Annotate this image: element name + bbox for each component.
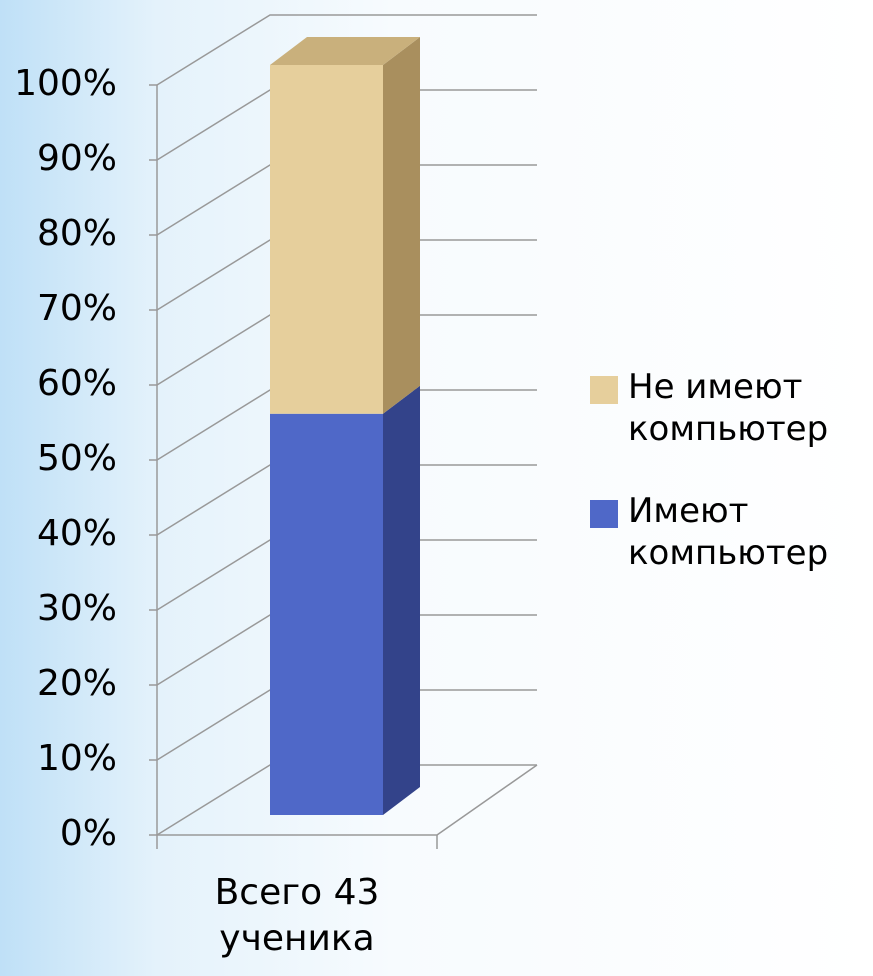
y-tick-label: 80% [37, 213, 117, 254]
y-tick-label: 20% [37, 663, 117, 704]
bar-side [383, 385, 420, 815]
legend-label: Не имеют компьютер [628, 367, 829, 449]
legend-swatch [590, 500, 618, 528]
y-tick-label: 30% [37, 588, 117, 629]
bar-front [270, 413, 383, 815]
y-tick-label: 50% [37, 438, 117, 479]
y-tick-label: 0% [60, 813, 117, 854]
y-tick-label: 60% [37, 363, 117, 404]
bar-top [270, 37, 420, 65]
y-tick-label: 70% [37, 288, 117, 329]
x-tick-label: Всего 43 ученика [214, 872, 380, 959]
y-tick-label: 10% [37, 738, 117, 779]
bar-side [383, 37, 420, 414]
grid-line [156, 14, 537, 86]
legend-label: Имеют компьютер [628, 491, 829, 573]
y-tick-label: 100% [14, 63, 117, 104]
y-tick-label: 90% [37, 138, 117, 179]
y-tick-label: 40% [37, 513, 117, 554]
legend-swatch [590, 376, 618, 404]
bar-front [270, 65, 383, 414]
